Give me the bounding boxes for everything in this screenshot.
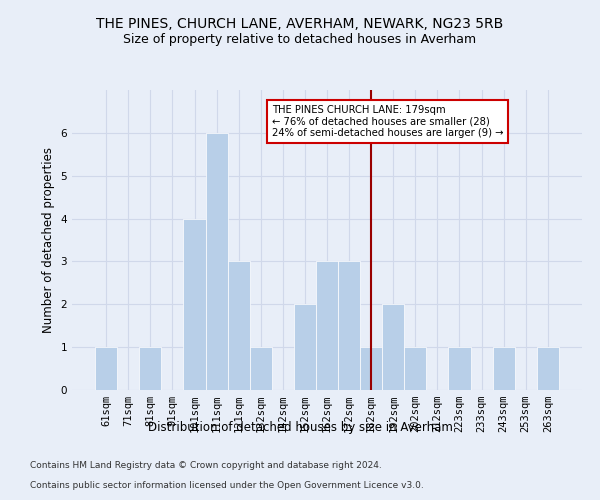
Bar [139, 347, 161, 390]
Text: Distribution of detached houses by size in Averham: Distribution of detached houses by size … [148, 421, 452, 434]
Bar [250, 347, 272, 390]
Bar [206, 133, 227, 390]
Bar [537, 347, 559, 390]
Bar [382, 304, 404, 390]
Bar [294, 304, 316, 390]
Bar [404, 347, 427, 390]
Bar [227, 262, 250, 390]
Y-axis label: Number of detached properties: Number of detached properties [42, 147, 55, 333]
Bar [184, 218, 206, 390]
Text: THE PINES, CHURCH LANE, AVERHAM, NEWARK, NG23 5RB: THE PINES, CHURCH LANE, AVERHAM, NEWARK,… [97, 18, 503, 32]
Bar [493, 347, 515, 390]
Text: THE PINES CHURCH LANE: 179sqm
← 76% of detached houses are smaller (28)
24% of s: THE PINES CHURCH LANE: 179sqm ← 76% of d… [272, 105, 503, 138]
Bar [360, 347, 382, 390]
Bar [316, 262, 338, 390]
Bar [338, 262, 360, 390]
Text: Size of property relative to detached houses in Averham: Size of property relative to detached ho… [124, 32, 476, 46]
Text: Contains public sector information licensed under the Open Government Licence v3: Contains public sector information licen… [30, 481, 424, 490]
Bar [95, 347, 117, 390]
Bar [448, 347, 470, 390]
Text: Contains HM Land Registry data © Crown copyright and database right 2024.: Contains HM Land Registry data © Crown c… [30, 461, 382, 470]
